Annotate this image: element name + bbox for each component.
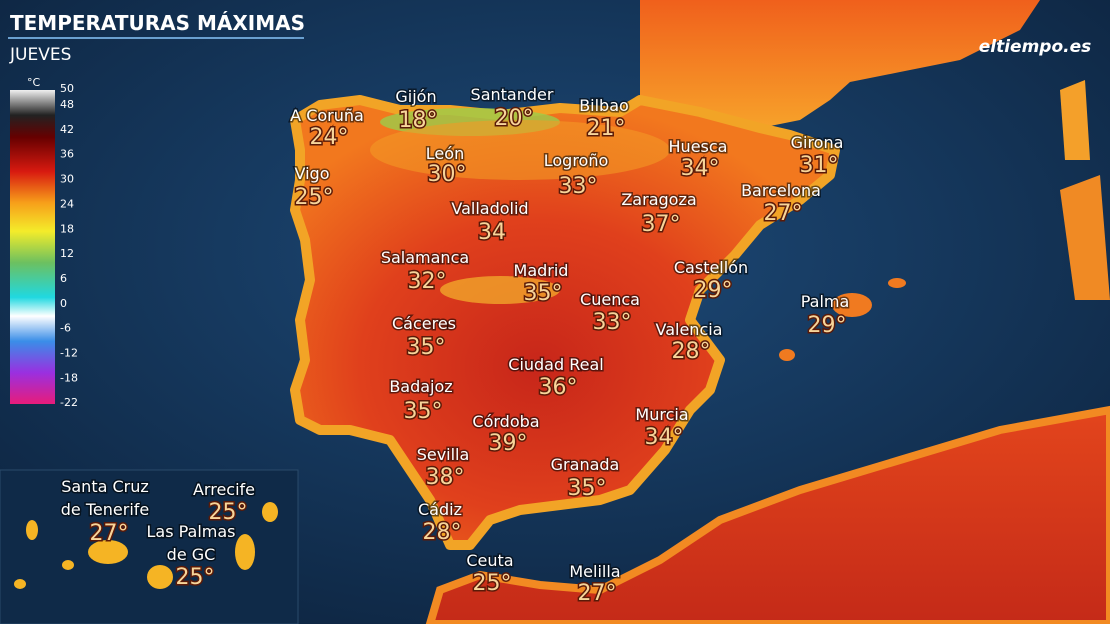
title: TEMPERATURAS MÁXIMAS xyxy=(10,11,305,35)
city-temp: 24° xyxy=(310,125,349,150)
city-name: Santa Cruz xyxy=(61,477,149,496)
subtitle: JUEVES xyxy=(9,45,71,65)
city-temp: 33° xyxy=(593,310,632,335)
city-temp: 34° xyxy=(681,156,720,181)
legend-tick: 30 xyxy=(60,173,74,186)
legend-tick: 50 xyxy=(60,82,74,95)
city-name: de GC xyxy=(167,545,216,564)
city-name: Gijón xyxy=(395,87,436,106)
city-name: Badajoz xyxy=(389,377,452,396)
city-temp: 20° xyxy=(495,106,534,131)
warm-zone xyxy=(370,120,670,180)
legend-tick: -18 xyxy=(60,371,78,384)
city-name: Cádiz xyxy=(418,500,462,519)
logo: eltiempo.es xyxy=(979,37,1092,57)
legend-tick: 6 xyxy=(60,272,67,285)
city-name: de Tenerife xyxy=(61,500,149,519)
city-name: Cáceres xyxy=(392,314,456,333)
city-name: Melilla xyxy=(569,562,620,581)
city-name: Palma xyxy=(801,292,850,311)
mallorca xyxy=(832,293,872,317)
legend-tick: -12 xyxy=(60,347,78,360)
city-temp: 38° xyxy=(426,465,465,490)
legend-tick: -22 xyxy=(60,396,78,409)
city-temp: 18° xyxy=(399,108,438,133)
legend-tick: 42 xyxy=(60,123,74,136)
menorca xyxy=(888,278,906,288)
city-temp: 34° xyxy=(645,425,684,450)
legend-unit: °C xyxy=(27,76,41,89)
city-name: Barcelona xyxy=(741,181,821,200)
legend-tick: 36 xyxy=(60,148,74,161)
city-temp: 35° xyxy=(524,281,563,306)
legend-tick: 18 xyxy=(60,222,74,235)
city-temp: 35° xyxy=(404,399,443,424)
city-temp: 21° xyxy=(587,116,626,141)
city-temp: 28° xyxy=(672,339,711,364)
legend-tick: 0 xyxy=(60,297,67,310)
city-name: Ceuta xyxy=(466,551,513,570)
city-temp: 25° xyxy=(176,565,215,590)
city-name: A Coruña xyxy=(290,106,364,125)
city-name: Murcia xyxy=(635,405,688,424)
city-temp: 34 xyxy=(478,220,506,245)
legend-bar xyxy=(10,90,55,404)
city-temp: 25° xyxy=(295,185,334,210)
city-name: Huesca xyxy=(669,137,728,156)
city-name: Salamanca xyxy=(381,248,469,267)
ibiza xyxy=(779,349,795,361)
city-name: Vigo xyxy=(295,164,330,183)
city-name: León xyxy=(426,144,464,163)
city-name: Bilbao xyxy=(579,96,629,115)
city-temp: 30° xyxy=(428,162,467,187)
city-temp: 37° xyxy=(642,212,681,237)
city-name: Castellón xyxy=(674,258,748,277)
city-temp: 27° xyxy=(578,581,617,606)
city-name: Valencia xyxy=(656,320,723,339)
city-temp: 28° xyxy=(423,520,462,545)
city-temp: 27° xyxy=(90,521,129,546)
city-name: Las Palmas xyxy=(146,522,235,541)
city-temp: 39° xyxy=(489,431,528,456)
legend-tick: -6 xyxy=(60,322,71,335)
legend-tick: 48 xyxy=(60,98,74,111)
city-name: Sevilla xyxy=(417,445,470,464)
city-temp: 29° xyxy=(808,313,847,338)
city-name: Ciudad Real xyxy=(508,355,603,374)
france xyxy=(640,0,1040,128)
city-name: Córdoba xyxy=(472,412,539,431)
city-temp: 33° xyxy=(559,174,598,199)
city-temp: 25° xyxy=(473,571,512,596)
city-name: Zaragoza xyxy=(621,190,696,209)
city-temp: 36° xyxy=(539,375,578,400)
city-name: Arrecife xyxy=(193,480,255,499)
legend-tick: 24 xyxy=(60,197,74,210)
city-name: Madrid xyxy=(514,261,569,280)
iberia xyxy=(290,95,840,550)
city-temp: 32° xyxy=(408,269,447,294)
city-name: Santander xyxy=(471,85,554,104)
city-temp: 35° xyxy=(568,476,607,501)
canary-islands xyxy=(14,502,278,589)
city-name: Cuenca xyxy=(580,290,640,309)
city-name: Logroño xyxy=(544,151,609,170)
warm-zone xyxy=(440,276,560,304)
corsica xyxy=(1060,80,1090,160)
city-name: Girona xyxy=(791,133,844,152)
legend-tick: 12 xyxy=(60,247,74,260)
city-temp: 25° xyxy=(209,500,248,525)
africa xyxy=(425,405,1110,624)
city-temp: 27° xyxy=(764,201,803,226)
labels: 50 48 42 36 30 24 18 12 6 0 -6 -12 -18 -22 A Coruña24°… xyxy=(59,82,851,608)
sardinia xyxy=(1060,175,1110,300)
city-temp: 35° xyxy=(407,335,446,360)
city-name: Valladolid xyxy=(451,199,528,218)
city-name: Granada xyxy=(551,455,620,474)
city-temp: 29° xyxy=(694,278,733,303)
city-temp: 31° xyxy=(800,153,839,178)
